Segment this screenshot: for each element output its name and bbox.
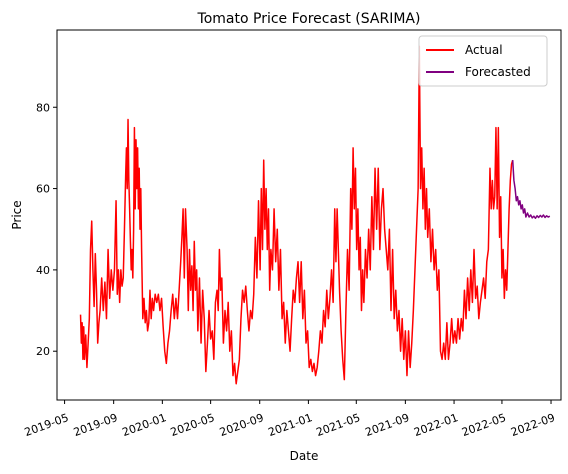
legend-label-actual: Actual <box>465 43 503 57</box>
y-axis-label: Price <box>10 200 24 229</box>
plot-lines <box>79 45 551 385</box>
y-tick-label: 40 <box>36 264 50 277</box>
x-axis-label: Date <box>290 449 319 463</box>
y-tick-label: 20 <box>36 345 50 358</box>
chart-title: Tomato Price Forecast (SARIMA) <box>197 11 421 27</box>
legend-label-forecasted: Forecasted <box>465 65 531 79</box>
legend: Actual Forecasted <box>418 35 548 87</box>
y-axis: 20 40 60 80 <box>36 101 57 358</box>
legend-box <box>418 35 548 87</box>
plot-frame <box>56 29 562 401</box>
y-tick-label: 80 <box>36 101 50 114</box>
series-line-forecasted <box>511 160 551 219</box>
series-line-actual <box>79 45 514 385</box>
y-tick-label: 60 <box>36 183 50 196</box>
